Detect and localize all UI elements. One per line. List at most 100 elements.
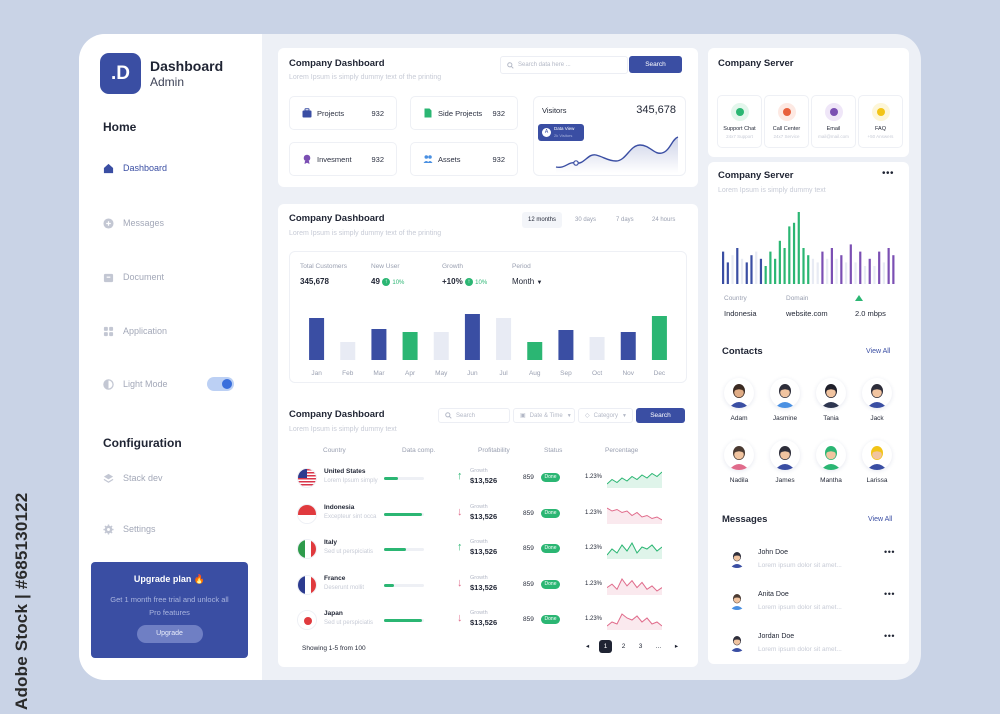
avatar — [724, 378, 754, 408]
pagination-prev[interactable]: ◂ — [585, 643, 590, 650]
bar-jun[interactable] — [464, 314, 480, 360]
growth-label: Growth — [470, 574, 488, 581]
sidebar-item-document[interactable]: Document — [103, 267, 164, 287]
sidebar-item-application[interactable]: Application — [103, 321, 167, 341]
more-options-icon[interactable]: ••• — [884, 547, 895, 557]
arrow-down-icon: ↓ — [457, 576, 463, 589]
app-logo[interactable]: .D — [100, 53, 141, 94]
message-item[interactable]: John Doe Lorem ipsum dolor sit amet... ••• — [723, 545, 895, 575]
pagination-page-3[interactable]: 3 — [638, 643, 643, 650]
stat-invesment[interactable]: Invesment 932 — [289, 142, 397, 176]
pagination-page-1[interactable]: 1 — [599, 640, 612, 653]
data-completion-bar — [384, 583, 424, 587]
column-header-status[interactable]: Status — [544, 447, 563, 454]
status-badge: Done — [541, 579, 560, 589]
contact-adam[interactable]: Adam — [719, 378, 759, 422]
metric-badge: 10% — [392, 280, 405, 286]
contact-james[interactable]: James — [765, 440, 805, 484]
column-header-country[interactable]: Country — [323, 447, 346, 454]
pagination-ellipsis: ... — [655, 643, 662, 650]
period-value: Month — [512, 277, 535, 286]
table-row[interactable]: Japan Sed ut perspiciatis ↓ Growth $13,526 85… — [297, 604, 685, 638]
message-item[interactable]: Anita Doe Lorem ipsum dolor sit amet... ••… — [723, 587, 895, 617]
period-select[interactable]: Month ▼ — [512, 277, 542, 286]
category-filter[interactable]: ◇ Category ▼ — [578, 408, 633, 423]
messages-view-all-link[interactable]: View All — [868, 516, 893, 523]
table-row[interactable]: Italy Sed ut perspiciatis ↑ Growth $13,526 85… — [297, 533, 685, 567]
pagination-next[interactable]: ▸ — [674, 643, 679, 650]
tab-24-hours[interactable]: 24 hours — [652, 217, 676, 223]
table-search-input[interactable]: Search — [438, 408, 510, 423]
search-input[interactable]: Search data here ... — [500, 56, 628, 74]
tooltip-sub: 2k Visitors — [554, 133, 573, 138]
more-options-icon[interactable]: ••• — [884, 589, 895, 599]
calendar-icon: ▣ — [520, 413, 526, 419]
service-faq[interactable]: FAQ +50 Answers — [858, 95, 903, 148]
contact-mantha[interactable]: Mantha — [811, 440, 851, 484]
bar-jan[interactable] — [309, 318, 325, 360]
date-time-filter[interactable]: ▣ Date & Time ▼ — [513, 408, 575, 423]
sidebar-item-settings[interactable]: Settings — [103, 519, 156, 539]
sidebar-item-label: Document — [123, 272, 165, 282]
search-button[interactable]: Search — [629, 56, 682, 73]
tab-7-days[interactable]: 7 days — [616, 217, 634, 223]
visitors-panel[interactable]: Visitors 345,678 A Data View 2k Visitors — [533, 96, 686, 176]
tab-12-months[interactable]: 12 months — [522, 212, 563, 228]
service-subtext: +50 Answers — [867, 134, 894, 139]
arrow-down-icon: ↓ — [457, 505, 463, 518]
table-row[interactable]: France Deserunt mollit ↓ Growth $13,526 859 Do… — [297, 569, 685, 603]
table-row[interactable]: Indonesia Excepteur sint occa ↓ Growth $13,5… — [297, 498, 685, 532]
sidebar-item-messages[interactable]: Messages — [103, 213, 164, 233]
sidebar-item-stack-dev[interactable]: Stack dev — [103, 468, 163, 488]
country-subtext: Lorem Ipsum simply — [324, 478, 378, 484]
contact-nadila[interactable]: Nadila — [719, 440, 759, 484]
service-call-center[interactable]: Call Center 24x7 Service — [764, 95, 809, 148]
percentage-value: 1.23% — [585, 545, 603, 551]
more-options-icon[interactable]: ••• — [884, 631, 895, 641]
table-row[interactable]: United States Lorem Ipsum simply ↑ Growth $1… — [297, 462, 685, 496]
bar-apr[interactable] — [402, 332, 418, 360]
tab-30-days[interactable]: 30 days — [575, 217, 597, 223]
card-title: Company Dashboard — [289, 58, 385, 69]
service-email[interactable]: Email mail@mail.com — [811, 95, 856, 148]
more-options-icon[interactable]: ••• — [881, 168, 894, 179]
sidebar-item-dashboard[interactable]: Dashboard — [103, 158, 167, 178]
bar-sep[interactable] — [558, 330, 574, 360]
pagination-summary: Showing 1-5 from 100 — [302, 645, 366, 652]
pagination-page-2[interactable]: 2 — [621, 643, 626, 650]
bar-feb[interactable] — [340, 342, 356, 360]
bar-may[interactable] — [433, 332, 449, 360]
upgrade-button[interactable]: Upgrade — [136, 625, 203, 643]
status-number: 859 — [523, 580, 534, 588]
bar-mar[interactable] — [371, 329, 387, 360]
growth-value: $13,526 — [470, 511, 498, 521]
bar-aug[interactable] — [527, 342, 543, 360]
server-bar — [882, 262, 886, 284]
column-header-data-comp[interactable]: Data comp. — [402, 447, 436, 454]
progress-fill — [384, 512, 422, 516]
x-tick-label: Nov — [622, 370, 634, 377]
bar-dec[interactable] — [651, 316, 667, 360]
contact-tania[interactable]: Tania — [811, 378, 851, 422]
service-support-chat[interactable]: Support Chat 24x7 Support — [717, 95, 762, 148]
stat-side-projects[interactable]: Side Projects 932 — [410, 96, 518, 130]
stat-assets[interactable]: Assets 932 — [410, 142, 518, 176]
contact-jack[interactable]: Jack — [857, 378, 897, 422]
growth-value: $13,526 — [470, 618, 498, 627]
contacts-view-all-link[interactable]: View All — [866, 348, 891, 355]
light-mode-toggle[interactable] — [207, 377, 234, 391]
bar-nov[interactable] — [620, 332, 636, 360]
column-header-percentage[interactable]: Percentage — [605, 447, 639, 454]
stat-projects[interactable]: Projects 932 — [289, 96, 397, 130]
upgrade-plan-card: Upgrade plan 🔥 Get 1 month free trial an… — [91, 562, 248, 658]
column-header-profitability[interactable]: Profitability — [478, 447, 510, 454]
metric-value-new-user: 49 ↑ 10% — [371, 277, 404, 286]
message-item[interactable]: Jordan Doe Lorem ipsum dolor sit amet... •… — [723, 629, 895, 659]
bar-jul[interactable] — [496, 318, 512, 360]
contact-jasmine[interactable]: Jasmine — [765, 378, 805, 422]
table-search-button[interactable]: Search — [636, 408, 685, 423]
chevron-down-icon: ▼ — [621, 412, 627, 419]
contact-larissa[interactable]: Larissa — [857, 440, 897, 484]
country-subtext: Deserunt mollit — [324, 584, 365, 591]
bar-oct[interactable] — [589, 337, 605, 360]
